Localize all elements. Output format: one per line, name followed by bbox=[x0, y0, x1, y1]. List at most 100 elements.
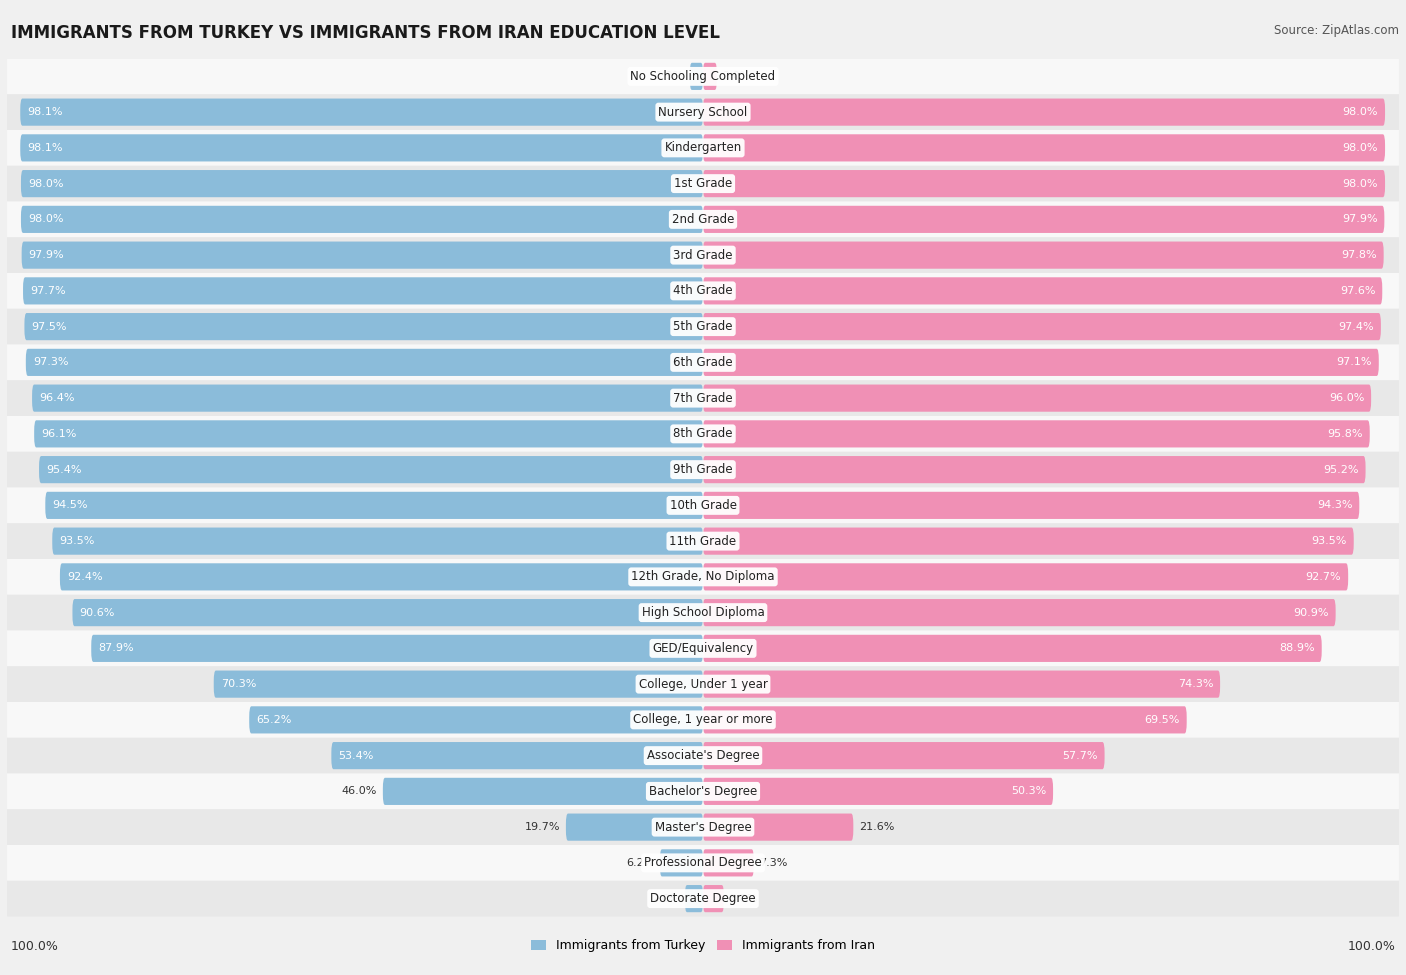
FancyBboxPatch shape bbox=[7, 666, 1399, 702]
FancyBboxPatch shape bbox=[7, 95, 1399, 130]
Text: 46.0%: 46.0% bbox=[342, 787, 377, 797]
FancyBboxPatch shape bbox=[7, 416, 1399, 451]
Text: 94.5%: 94.5% bbox=[52, 500, 87, 510]
FancyBboxPatch shape bbox=[703, 599, 1336, 626]
Text: 11th Grade: 11th Grade bbox=[669, 534, 737, 548]
FancyBboxPatch shape bbox=[703, 813, 853, 840]
Text: 92.7%: 92.7% bbox=[1306, 572, 1341, 582]
Text: Nursery School: Nursery School bbox=[658, 105, 748, 119]
Legend: Immigrants from Turkey, Immigrants from Iran: Immigrants from Turkey, Immigrants from … bbox=[526, 934, 880, 957]
Text: 93.5%: 93.5% bbox=[59, 536, 94, 546]
FancyBboxPatch shape bbox=[7, 845, 1399, 880]
Text: 74.3%: 74.3% bbox=[1178, 680, 1213, 689]
FancyBboxPatch shape bbox=[7, 702, 1399, 738]
Text: 98.0%: 98.0% bbox=[1343, 143, 1378, 153]
FancyBboxPatch shape bbox=[249, 706, 703, 733]
FancyBboxPatch shape bbox=[7, 166, 1399, 202]
FancyBboxPatch shape bbox=[703, 242, 1384, 269]
FancyBboxPatch shape bbox=[703, 527, 1354, 555]
FancyBboxPatch shape bbox=[703, 706, 1187, 733]
FancyBboxPatch shape bbox=[703, 98, 1385, 126]
Text: 93.5%: 93.5% bbox=[1312, 536, 1347, 546]
FancyBboxPatch shape bbox=[703, 456, 1365, 484]
FancyBboxPatch shape bbox=[91, 635, 703, 662]
Text: 97.4%: 97.4% bbox=[1339, 322, 1374, 332]
Text: 53.4%: 53.4% bbox=[339, 751, 374, 760]
FancyBboxPatch shape bbox=[25, 349, 703, 376]
FancyBboxPatch shape bbox=[703, 564, 1348, 591]
FancyBboxPatch shape bbox=[703, 778, 1053, 805]
Text: 97.9%: 97.9% bbox=[1341, 214, 1378, 224]
Text: 97.7%: 97.7% bbox=[30, 286, 66, 295]
FancyBboxPatch shape bbox=[382, 778, 703, 805]
Text: 2nd Grade: 2nd Grade bbox=[672, 213, 734, 226]
Text: 2.6%: 2.6% bbox=[651, 894, 679, 904]
Text: 97.3%: 97.3% bbox=[32, 358, 69, 368]
Text: No Schooling Completed: No Schooling Completed bbox=[630, 70, 776, 83]
Text: Master's Degree: Master's Degree bbox=[655, 821, 751, 834]
FancyBboxPatch shape bbox=[7, 595, 1399, 631]
FancyBboxPatch shape bbox=[7, 773, 1399, 809]
Text: 97.5%: 97.5% bbox=[31, 322, 67, 332]
Text: 100.0%: 100.0% bbox=[10, 940, 59, 953]
Text: 97.1%: 97.1% bbox=[1336, 358, 1372, 368]
Text: 57.7%: 57.7% bbox=[1062, 751, 1098, 760]
Text: 94.3%: 94.3% bbox=[1317, 500, 1353, 510]
FancyBboxPatch shape bbox=[690, 62, 703, 90]
FancyBboxPatch shape bbox=[7, 809, 1399, 845]
FancyBboxPatch shape bbox=[703, 491, 1360, 519]
FancyBboxPatch shape bbox=[7, 880, 1399, 916]
Text: 97.8%: 97.8% bbox=[1341, 251, 1376, 260]
FancyBboxPatch shape bbox=[659, 849, 703, 877]
FancyBboxPatch shape bbox=[39, 456, 703, 484]
FancyBboxPatch shape bbox=[7, 237, 1399, 273]
Text: 92.4%: 92.4% bbox=[67, 572, 103, 582]
Text: 2.0%: 2.0% bbox=[723, 71, 751, 81]
Text: 88.9%: 88.9% bbox=[1279, 644, 1315, 653]
Text: College, Under 1 year: College, Under 1 year bbox=[638, 678, 768, 690]
Text: 90.6%: 90.6% bbox=[79, 607, 115, 617]
Text: 96.4%: 96.4% bbox=[39, 393, 75, 403]
Text: 95.4%: 95.4% bbox=[46, 465, 82, 475]
Text: 98.1%: 98.1% bbox=[27, 107, 63, 117]
Text: 50.3%: 50.3% bbox=[1011, 787, 1046, 797]
Text: 87.9%: 87.9% bbox=[98, 644, 134, 653]
Text: 7.3%: 7.3% bbox=[759, 858, 787, 868]
Text: 70.3%: 70.3% bbox=[221, 680, 256, 689]
Text: 5th Grade: 5th Grade bbox=[673, 320, 733, 333]
FancyBboxPatch shape bbox=[34, 420, 703, 448]
FancyBboxPatch shape bbox=[20, 98, 703, 126]
Text: 90.9%: 90.9% bbox=[1294, 607, 1329, 617]
Text: 69.5%: 69.5% bbox=[1144, 715, 1180, 724]
FancyBboxPatch shape bbox=[703, 384, 1371, 411]
FancyBboxPatch shape bbox=[7, 309, 1399, 344]
FancyBboxPatch shape bbox=[7, 202, 1399, 237]
Text: 19.7%: 19.7% bbox=[524, 822, 561, 832]
Text: GED/Equivalency: GED/Equivalency bbox=[652, 642, 754, 655]
Text: Source: ZipAtlas.com: Source: ZipAtlas.com bbox=[1274, 24, 1399, 37]
Text: 1st Grade: 1st Grade bbox=[673, 177, 733, 190]
FancyBboxPatch shape bbox=[60, 564, 703, 591]
FancyBboxPatch shape bbox=[7, 380, 1399, 416]
FancyBboxPatch shape bbox=[7, 344, 1399, 380]
FancyBboxPatch shape bbox=[21, 242, 703, 269]
Text: IMMIGRANTS FROM TURKEY VS IMMIGRANTS FROM IRAN EDUCATION LEVEL: IMMIGRANTS FROM TURKEY VS IMMIGRANTS FRO… bbox=[11, 24, 720, 42]
Text: 9th Grade: 9th Grade bbox=[673, 463, 733, 476]
FancyBboxPatch shape bbox=[73, 599, 703, 626]
FancyBboxPatch shape bbox=[703, 420, 1369, 448]
FancyBboxPatch shape bbox=[703, 62, 717, 90]
FancyBboxPatch shape bbox=[21, 206, 703, 233]
FancyBboxPatch shape bbox=[703, 135, 1385, 162]
Text: 98.0%: 98.0% bbox=[28, 178, 63, 188]
Text: 1.9%: 1.9% bbox=[655, 71, 685, 81]
Text: 95.8%: 95.8% bbox=[1327, 429, 1362, 439]
Text: 98.0%: 98.0% bbox=[1343, 178, 1378, 188]
Text: 6.2%: 6.2% bbox=[626, 858, 654, 868]
FancyBboxPatch shape bbox=[685, 885, 703, 913]
Text: 4th Grade: 4th Grade bbox=[673, 285, 733, 297]
Text: 8th Grade: 8th Grade bbox=[673, 427, 733, 441]
Text: 6th Grade: 6th Grade bbox=[673, 356, 733, 369]
FancyBboxPatch shape bbox=[45, 491, 703, 519]
Text: 7th Grade: 7th Grade bbox=[673, 392, 733, 405]
FancyBboxPatch shape bbox=[7, 524, 1399, 559]
